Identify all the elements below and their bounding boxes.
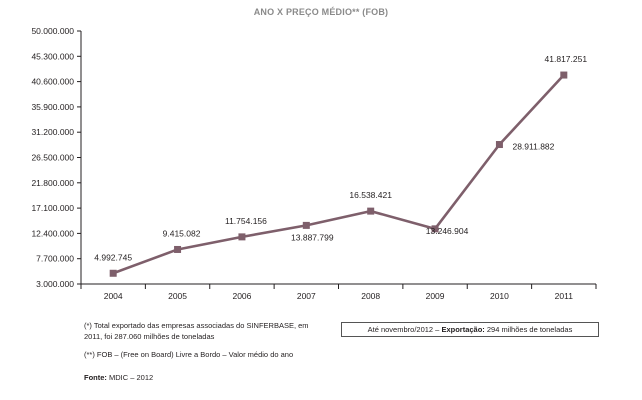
x-tick-label: 2011 bbox=[555, 291, 574, 301]
source-value: MDIC – 2012 bbox=[106, 373, 154, 382]
data-point-marker bbox=[560, 71, 568, 79]
x-tick-label: 2009 bbox=[426, 291, 445, 301]
data-markers bbox=[109, 71, 568, 277]
data-label: 41.817.251 bbox=[545, 54, 588, 64]
x-tick-label: 2006 bbox=[232, 291, 251, 301]
data-labels: 4.992.745 9.415.082 11.754.156 13.887.799 16… bbox=[94, 54, 587, 262]
y-tick-label: 3.000.000 bbox=[36, 279, 74, 289]
chart-title: ANO X PREÇO MÉDIO** (FOB) bbox=[253, 7, 389, 17]
y-tick-label: 17.100.000 bbox=[31, 203, 74, 213]
export-summary-box: Até novembro/2012 – Exportação: 294 milh… bbox=[341, 322, 599, 337]
series-line-path bbox=[112, 74, 565, 275]
data-point-marker bbox=[495, 141, 503, 149]
y-tick-label: 31.200.000 bbox=[31, 127, 74, 137]
y-tick-label: 45.300.000 bbox=[31, 51, 74, 61]
x-tick-label: 2008 bbox=[361, 291, 380, 301]
data-point-marker bbox=[174, 245, 182, 253]
data-label: 13.887.799 bbox=[291, 232, 334, 242]
x-tick-label: 2004 bbox=[104, 291, 123, 301]
y-axis-ticks: 3.000.000 7.700.000 12.400.000 17.100.000 21… bbox=[31, 26, 81, 289]
y-tick-label: 40.600.000 bbox=[31, 77, 74, 87]
y-tick-label: 50.000.000 bbox=[31, 26, 74, 36]
data-point-marker bbox=[109, 269, 117, 277]
y-tick-label: 35.900.000 bbox=[31, 102, 74, 112]
chart-axes bbox=[80, 31, 596, 285]
source-label: Fonte: bbox=[84, 373, 107, 382]
data-point-marker bbox=[302, 221, 310, 229]
source-note: Fonte: MDIC – 2012 bbox=[84, 372, 153, 383]
data-label: 11.754.156 bbox=[225, 216, 267, 226]
data-label: 13.246.904 bbox=[426, 226, 469, 236]
y-tick-label: 7.700.000 bbox=[36, 254, 74, 264]
export-prefix: Até novembro/2012 – bbox=[367, 325, 442, 334]
footnote-fob: (**) FOB – (Free on Board) Livre a Bordo… bbox=[84, 350, 294, 359]
series-line bbox=[112, 74, 565, 275]
export-label: Exportação: bbox=[441, 325, 485, 334]
x-axis-ticks: 2004 2005 2006 2007 2008 2009 2010 2011 bbox=[80, 284, 597, 301]
data-label: 4.992.745 bbox=[94, 252, 132, 262]
footnote-total-exported: (*) Total exportado das empresas associa… bbox=[84, 321, 309, 341]
x-tick-label: 2007 bbox=[297, 291, 316, 301]
y-tick-label: 21.800.000 bbox=[31, 178, 74, 188]
x-tick-label: 2005 bbox=[168, 291, 187, 301]
y-tick-label: 12.400.000 bbox=[31, 228, 74, 238]
data-point-marker bbox=[431, 225, 439, 233]
data-label: 16.538.421 bbox=[349, 190, 392, 200]
data-point-marker bbox=[367, 207, 375, 215]
y-tick-label: 26.500.000 bbox=[31, 153, 74, 163]
data-label: 9.415.082 bbox=[163, 228, 201, 238]
export-value: 294 milhões de toneladas bbox=[484, 325, 573, 334]
x-tick-label: 2010 bbox=[490, 291, 509, 301]
data-label: 28.911.882 bbox=[512, 142, 554, 152]
data-point-marker bbox=[238, 233, 246, 241]
